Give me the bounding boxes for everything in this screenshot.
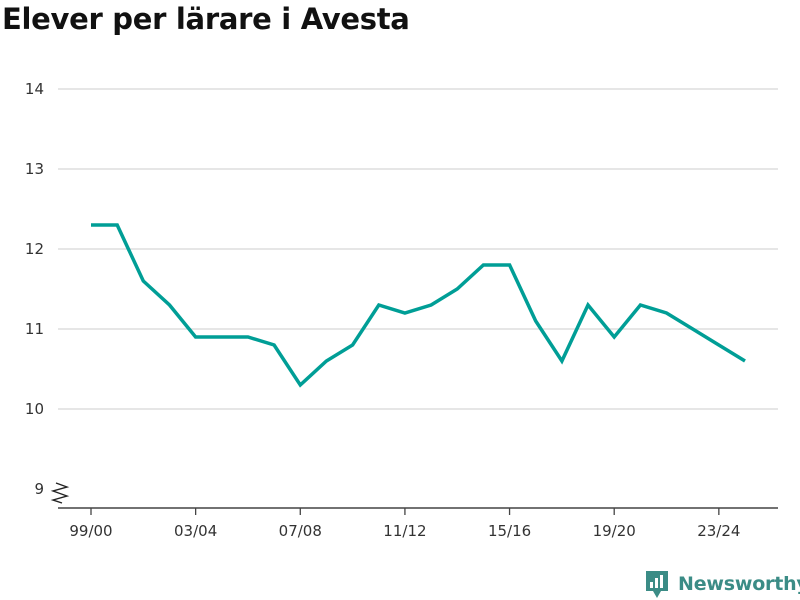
x-tick-label: 03/04 [174,522,217,540]
x-tick-label: 11/12 [383,522,426,540]
newsworthy-logo[interactable]: Newsworthy [644,569,800,599]
x-tick-label: 15/16 [488,522,531,540]
series-layer [91,223,746,388]
y-tick-label: 14 [25,80,44,98]
axis-break-icon [50,482,70,504]
x-axis [50,482,778,509]
x-axis-ticks: 99/00 03/04 07/08 11/12 15/16 19/20 23/24 [69,508,740,540]
chart-title: Elever per lärare i Avesta [2,2,410,36]
y-tick-label: 9 [34,480,44,498]
x-tick-label: 19/20 [593,522,636,540]
gridlines [58,88,778,410]
newsworthy-logo-icon [646,571,668,598]
x-tick-label: 07/08 [279,522,322,540]
y-axis-ticks: 9 10 11 12 13 14 [25,80,44,498]
y-tick-label: 11 [25,320,44,338]
newsworthy-logo-text: Newsworthy [678,573,800,595]
x-tick-label: 99/00 [69,522,112,540]
y-tick-label: 12 [25,240,44,258]
y-tick-label: 13 [25,160,44,178]
x-tick-label: 23/24 [697,522,740,540]
y-tick-label: 10 [25,400,44,418]
series-line [91,223,746,388]
